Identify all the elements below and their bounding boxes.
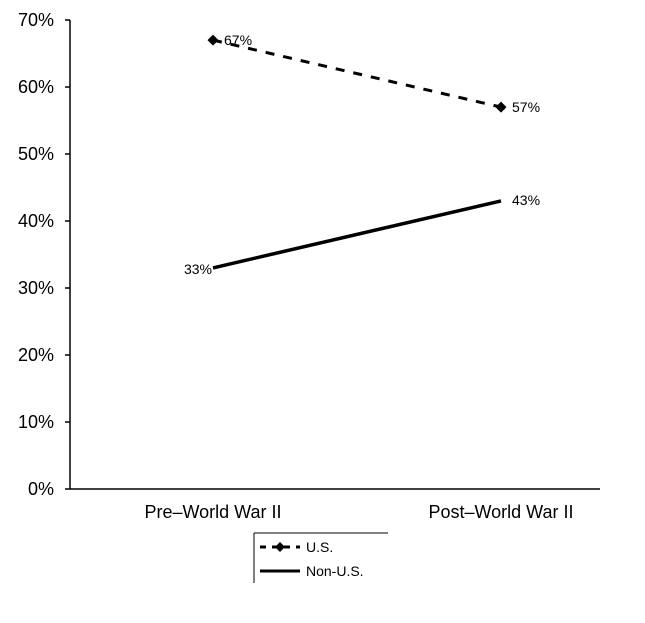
- data-label: 43%: [512, 192, 540, 208]
- x-axis-labels: Pre–World War II Post–World War II: [144, 502, 573, 522]
- data-point-marker: [495, 101, 507, 113]
- x-category-label: Pre–World War II: [144, 502, 281, 522]
- series-line: [212, 38, 502, 109]
- series-1: 33% 43%: [184, 192, 540, 277]
- y-tick-label: 0%: [28, 479, 54, 499]
- x-category-label: Post–World War II: [428, 502, 573, 522]
- y-axis-ticks: 0% 10% 20% 30% 40% 50% 60% 70%: [18, 10, 70, 499]
- series-line: [212, 199, 502, 270]
- y-tick-label: 60%: [18, 77, 54, 97]
- series-0: 67% 57%: [207, 32, 540, 115]
- data-point-marker: [207, 34, 219, 46]
- y-tick-label: 70%: [18, 10, 54, 30]
- legend-label: U.S.: [306, 539, 333, 555]
- series-layer: 67% 57% 33% 43%: [184, 32, 540, 277]
- data-label: 33%: [184, 261, 212, 277]
- y-tick-label: 10%: [18, 412, 54, 432]
- y-tick-label: 20%: [18, 345, 54, 365]
- legend-swatch-marker: [275, 542, 285, 552]
- data-label: 67%: [224, 32, 252, 48]
- y-tick-label: 30%: [18, 278, 54, 298]
- legend-label: Non-U.S.: [306, 563, 364, 579]
- legend: U.S. Non-U.S.: [253, 532, 388, 583]
- axes: [69, 20, 600, 490]
- y-tick-label: 50%: [18, 144, 54, 164]
- y-tick-label: 40%: [18, 211, 54, 231]
- data-label: 57%: [512, 99, 540, 115]
